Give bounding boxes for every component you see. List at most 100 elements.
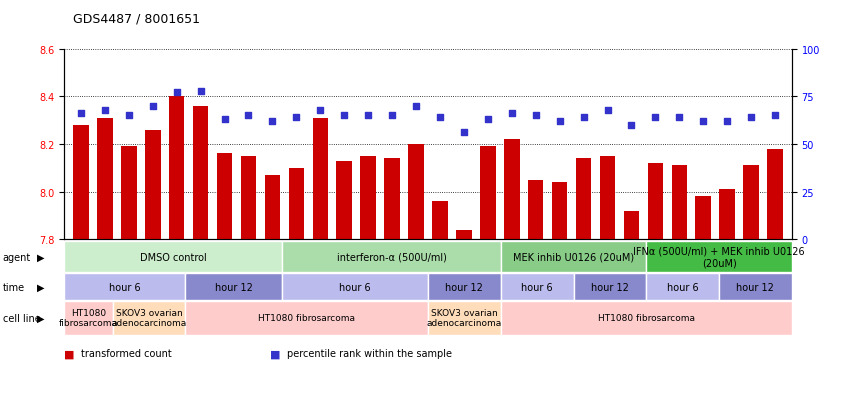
Bar [241, 157, 256, 240]
Text: HT1080
fibrosarcoma: HT1080 fibrosarcoma [59, 309, 118, 328]
Point [169, 90, 183, 97]
Point [481, 116, 495, 123]
Point [673, 115, 687, 121]
Bar [767, 150, 783, 240]
Bar [282, 273, 428, 300]
Text: DMSO control: DMSO control [140, 252, 206, 262]
Point [313, 107, 327, 114]
Text: hour 12: hour 12 [215, 282, 253, 292]
Point [577, 115, 591, 121]
Point [409, 103, 423, 110]
Bar [312, 119, 328, 240]
Point [193, 88, 207, 95]
Point [361, 113, 375, 119]
Bar [501, 273, 574, 300]
Text: hour 6: hour 6 [340, 282, 371, 292]
Bar [743, 166, 759, 240]
Point [601, 107, 615, 114]
Point [649, 115, 663, 121]
Bar [719, 273, 792, 300]
Bar [217, 154, 232, 240]
Bar [695, 197, 711, 240]
Point [337, 113, 351, 119]
Bar [624, 211, 639, 240]
Text: hour 6: hour 6 [521, 282, 553, 292]
Bar [428, 301, 501, 335]
Bar [646, 242, 792, 273]
Bar [186, 301, 428, 335]
Point [265, 119, 279, 125]
Text: hour 6: hour 6 [109, 282, 140, 292]
Text: time: time [3, 282, 25, 292]
Bar [73, 126, 89, 240]
Text: SKOV3 ovarian
adenocarcinoma: SKOV3 ovarian adenocarcinoma [111, 309, 187, 328]
Bar [552, 183, 568, 240]
Text: GDS4487 / 8001651: GDS4487 / 8001651 [73, 12, 199, 25]
Bar [169, 97, 185, 240]
Text: hour 12: hour 12 [445, 282, 484, 292]
Bar [456, 230, 472, 240]
Bar [336, 161, 352, 240]
Point [217, 116, 231, 123]
Bar [64, 273, 186, 300]
Point [146, 103, 159, 110]
Bar [121, 147, 137, 240]
Text: IFNα (500U/ml) + MEK inhib U0126
(20uM): IFNα (500U/ml) + MEK inhib U0126 (20uM) [633, 246, 805, 268]
Point [768, 113, 782, 119]
Point [625, 122, 639, 129]
Bar [265, 176, 280, 240]
Point [433, 115, 447, 121]
Text: percentile rank within the sample: percentile rank within the sample [287, 349, 452, 358]
Bar [432, 202, 448, 240]
Text: hour 12: hour 12 [591, 282, 629, 292]
Text: transformed count: transformed count [81, 349, 172, 358]
Bar [113, 301, 186, 335]
Text: hour 6: hour 6 [667, 282, 698, 292]
Text: ■: ■ [64, 349, 74, 358]
Bar [576, 159, 591, 240]
Text: HT1080 fibrosarcoma: HT1080 fibrosarcoma [259, 313, 355, 323]
Bar [360, 157, 376, 240]
Text: ▶: ▶ [37, 313, 45, 323]
Point [697, 119, 710, 125]
Bar [504, 140, 520, 240]
Text: cell line: cell line [3, 313, 40, 323]
Text: SKOV3 ovarian
adenocarcinoma: SKOV3 ovarian adenocarcinoma [427, 309, 502, 328]
Point [289, 115, 303, 121]
Text: interferon-α (500U/ml): interferon-α (500U/ml) [336, 252, 447, 262]
Text: hour 12: hour 12 [736, 282, 775, 292]
Point [241, 113, 255, 119]
Point [721, 119, 734, 125]
Point [122, 113, 135, 119]
Text: ■: ■ [270, 349, 280, 358]
Bar [408, 145, 424, 240]
Text: agent: agent [3, 252, 31, 262]
Point [74, 111, 88, 117]
Bar [186, 273, 282, 300]
Bar [719, 190, 735, 240]
Text: MEK inhib U0126 (20uM): MEK inhib U0126 (20uM) [513, 252, 634, 262]
Bar [288, 169, 304, 240]
Point [505, 111, 519, 117]
Bar [671, 166, 687, 240]
Text: ▶: ▶ [37, 282, 45, 292]
Text: HT1080 fibrosarcoma: HT1080 fibrosarcoma [597, 313, 695, 323]
Bar [648, 164, 663, 240]
Bar [384, 159, 400, 240]
Bar [480, 147, 496, 240]
Bar [428, 273, 501, 300]
Bar [646, 273, 719, 300]
Bar [97, 119, 113, 240]
Point [385, 113, 399, 119]
Bar [600, 157, 615, 240]
Bar [193, 107, 208, 240]
Bar [64, 301, 113, 335]
Point [457, 130, 471, 136]
Bar [574, 273, 646, 300]
Point [744, 115, 758, 121]
Bar [282, 242, 501, 273]
Point [529, 113, 543, 119]
Bar [528, 180, 544, 240]
Point [553, 119, 567, 125]
Bar [145, 131, 161, 240]
